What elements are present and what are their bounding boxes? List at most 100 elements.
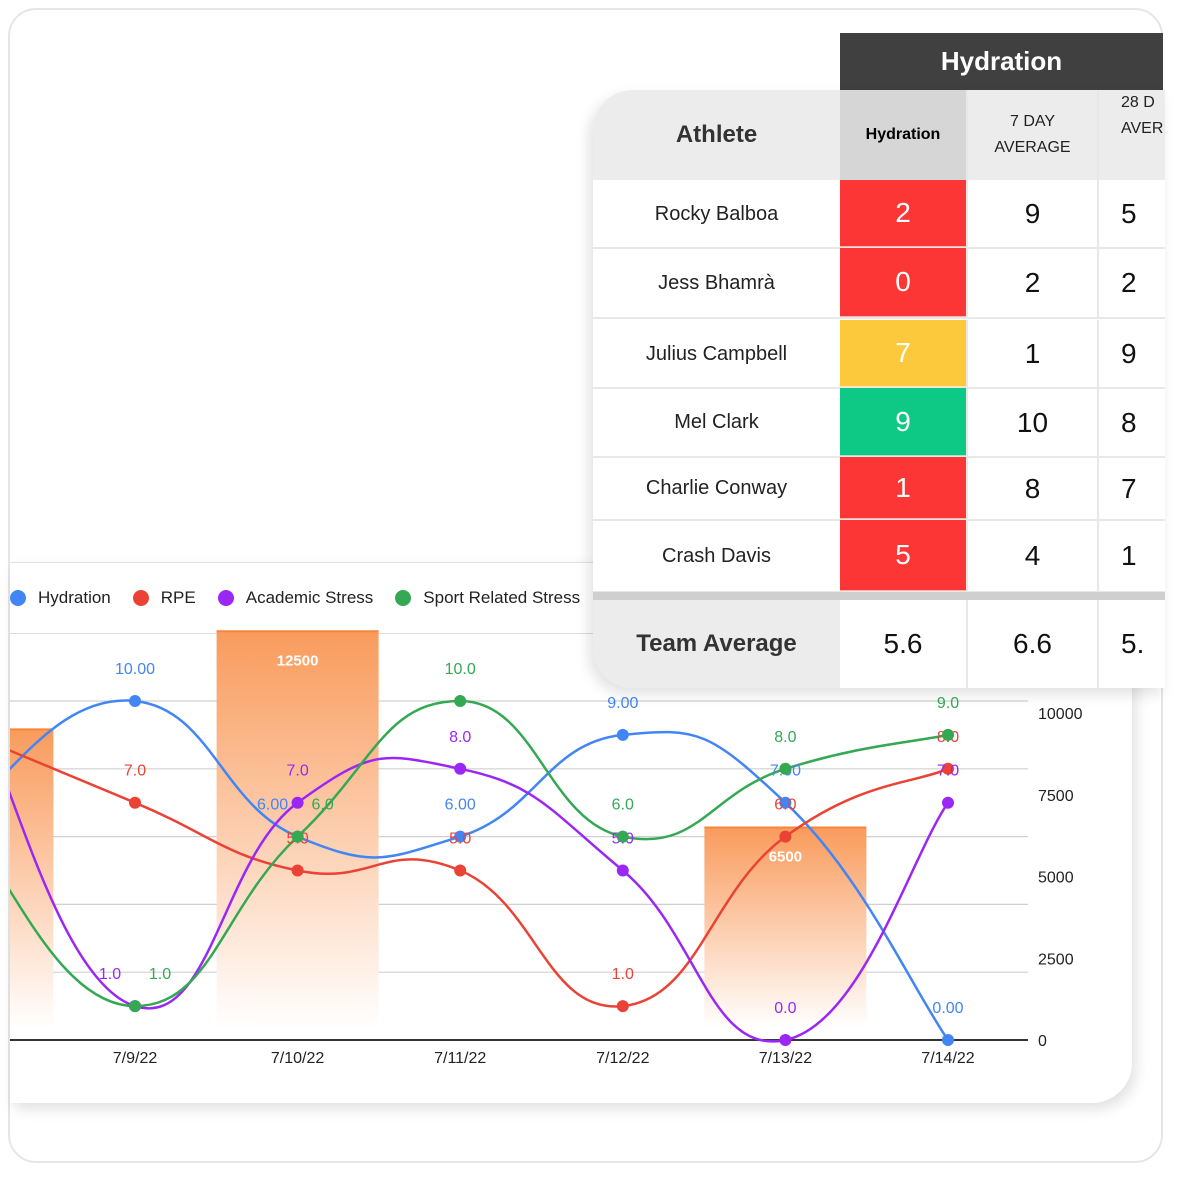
data-label: 5.0 xyxy=(449,831,471,848)
hydration-score-cell: 5 xyxy=(840,520,966,592)
data-label: 1.0 xyxy=(612,966,634,983)
data-label: 8.0 xyxy=(774,729,796,746)
team-average-label: Team Average xyxy=(593,600,840,688)
data-label: 1.0 xyxy=(149,966,171,983)
data-label: 9.0 xyxy=(937,695,959,712)
athlete-name[interactable]: Charlie Conway xyxy=(645,477,788,499)
data-point xyxy=(129,1000,141,1013)
data-label: 1.0 xyxy=(99,966,121,983)
data-point xyxy=(454,864,467,877)
data-point xyxy=(616,864,629,877)
right-axis-tick-label: 5000 xyxy=(1038,870,1074,887)
team-average-28-day: 5. xyxy=(1097,600,1165,688)
legend-label: Hydration xyxy=(38,588,111,607)
athlete-name[interactable]: Mel Clark xyxy=(674,411,759,433)
legend-label: RPE xyxy=(160,588,196,607)
bar xyxy=(216,631,379,1028)
bar xyxy=(704,827,867,1028)
data-label: 7.0 xyxy=(286,763,308,780)
twenty-eight-day-average-cell: 1 xyxy=(1097,520,1165,592)
athlete-name[interactable]: Julius Campbell xyxy=(645,342,788,365)
data-point xyxy=(291,864,304,877)
plot-area: 12500650010.006.006.009.007.000.007.05.0… xyxy=(10,630,1028,1067)
data-label: 6.0 xyxy=(612,797,634,814)
header-athlete[interactable]: Athlete xyxy=(593,90,840,180)
legend-label: Sport Related Stress xyxy=(423,588,581,607)
bar-data-label: 6500 xyxy=(769,848,802,865)
header-hydration[interactable]: Hydration xyxy=(840,90,966,180)
right-axis-tick-label: 0 xyxy=(1038,1033,1047,1050)
legend-label: Academic Stress xyxy=(245,588,374,607)
team-average-7-day: 6.6 xyxy=(966,600,1097,688)
legend-dot-icon xyxy=(10,590,26,606)
data-point xyxy=(942,1034,954,1046)
data-point xyxy=(129,796,141,809)
data-label: 10.0 xyxy=(445,661,476,678)
legend-item-rpe[interactable]: RPE xyxy=(132,588,196,608)
hydration-score-cell: 0 xyxy=(840,248,966,318)
hydration-score-cell: 2 xyxy=(840,180,966,248)
right-axis-tick-label: 10000 xyxy=(1038,706,1083,723)
twenty-eight-day-average-cell: 8 xyxy=(1097,388,1165,457)
row-divider xyxy=(593,317,1165,319)
hydration-score-cell: 1 xyxy=(840,457,966,520)
data-point xyxy=(779,1034,792,1046)
legend-item-academic-stress[interactable]: Academic Stress xyxy=(217,588,374,608)
x-tick-label: 7/14/22 xyxy=(921,1050,974,1067)
data-point xyxy=(616,1000,629,1013)
hydration-score-cell: 9 xyxy=(840,388,966,457)
hydration-score-cell: 7 xyxy=(840,320,966,388)
seven-day-average-cell: 9 xyxy=(966,180,1097,248)
seven-day-average-cell: 4 xyxy=(966,520,1097,592)
legend-dot-icon xyxy=(132,590,149,606)
right-axis-tick-label: 2500 xyxy=(1038,951,1074,968)
data-label: 7.0 xyxy=(937,763,959,780)
data-label: 6.00 xyxy=(445,797,476,814)
seven-day-average-cell: 10 xyxy=(966,388,1097,457)
legend-item-hydration[interactable]: Hydration xyxy=(10,588,111,608)
hydration-table: Athlete Hydration 7 DAY AVERAGE 28 D AVER … xyxy=(593,90,1165,688)
data-point xyxy=(616,728,629,741)
table-group-title: Hydration xyxy=(840,33,1163,90)
seven-day-average-cell: 2 xyxy=(966,248,1097,318)
data-point xyxy=(779,830,792,843)
twenty-eight-day-average-cell: 5 xyxy=(1097,180,1165,248)
data-point xyxy=(616,830,629,843)
athlete-name[interactable]: Crash Davis xyxy=(662,544,771,567)
chart-legend: Hydration RPE Academic Stress Sport Rela… xyxy=(10,585,602,611)
team-average-hydration: 5.6 xyxy=(883,628,923,659)
team-average-divider xyxy=(593,592,1165,600)
x-tick-label: 7/12/22 xyxy=(596,1050,649,1067)
data-label: 6.0 xyxy=(311,797,333,814)
data-point xyxy=(454,695,467,707)
twenty-eight-day-average-cell: 2 xyxy=(1097,248,1165,318)
x-tick-label: 7/13/22 xyxy=(759,1050,812,1067)
data-label: 6.00 xyxy=(257,797,288,814)
data-point xyxy=(291,830,304,843)
data-label: 6.0 xyxy=(774,797,796,814)
data-label: 10.00 xyxy=(115,661,155,678)
legend-item-sport-related-stress[interactable]: Sport Related Stress xyxy=(395,588,580,608)
header-28-day-average[interactable]: 28 D AVER xyxy=(1097,90,1165,180)
data-point xyxy=(291,796,304,809)
header-7-day-average[interactable]: 7 DAY AVERAGE xyxy=(966,90,1097,180)
athlete-name[interactable]: Jess Bhamrà xyxy=(658,271,775,294)
right-axis-tick-label: 7500 xyxy=(1038,788,1074,805)
data-point xyxy=(454,762,467,775)
data-point xyxy=(779,796,792,809)
seven-day-average-cell: 8 xyxy=(966,457,1097,520)
header-line: 7 DAY xyxy=(1009,113,1056,130)
data-point xyxy=(942,728,954,741)
x-tick-label: 7/11/22 xyxy=(434,1050,486,1067)
header-line: AVERAGE xyxy=(994,139,1071,156)
twenty-eight-day-average-cell: 7 xyxy=(1097,457,1165,520)
data-point xyxy=(942,796,954,809)
data-label: 7.0 xyxy=(124,763,146,780)
x-tick-label: 7/9/22 xyxy=(113,1050,158,1067)
data-label: 0.0 xyxy=(774,1000,796,1017)
header-line: 28 D xyxy=(1121,94,1155,111)
x-tick-label: 7/10/22 xyxy=(271,1050,324,1067)
data-point xyxy=(454,830,467,843)
data-label: 8.0 xyxy=(449,729,471,746)
athlete-name[interactable]: Rocky Balboa xyxy=(654,202,779,225)
